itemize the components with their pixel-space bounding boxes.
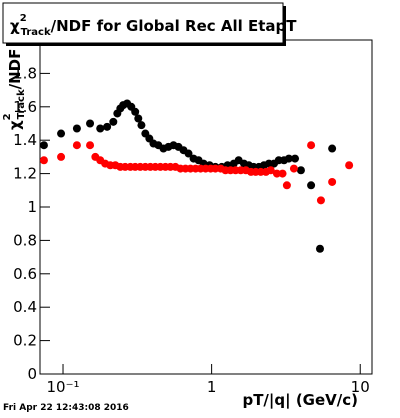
y-tick-label: 1.4 [13, 131, 37, 149]
y-tick-label: 1.6 [13, 98, 37, 116]
ylabel-rest: /NDF [6, 49, 24, 90]
data-point [328, 177, 337, 186]
y-tick-label: 0.2 [13, 332, 37, 350]
y-tick-label: 0 [27, 365, 37, 383]
data-point [266, 166, 275, 175]
data-point [134, 114, 143, 123]
y-tick-label: 0.6 [13, 265, 37, 283]
data-point [284, 154, 293, 163]
data-point [289, 164, 298, 173]
data-point [39, 141, 48, 150]
data-point [72, 124, 81, 133]
title-rest: /NDF for Global Rec All EtapT [51, 17, 298, 35]
data-point [291, 154, 300, 163]
data-point [137, 121, 146, 130]
x-tick-label: 10 [351, 378, 370, 396]
plot-frame [39, 39, 373, 375]
ylabel-sub: Track [16, 89, 27, 119]
data-point [345, 161, 354, 170]
data-point [86, 141, 95, 150]
data-point [316, 196, 325, 205]
title-box [2, 2, 284, 44]
y-tick-label: 1.8 [13, 64, 37, 82]
data-point [282, 181, 291, 190]
title-sub: Track [21, 27, 51, 38]
data-point [296, 166, 305, 175]
title-sup: 2 [20, 13, 27, 24]
data-point [109, 117, 118, 126]
y-tick-label: 1.2 [13, 165, 37, 183]
data-point [57, 129, 66, 138]
data-point [131, 107, 140, 116]
data-point [103, 122, 112, 131]
x-tick-label: 1 [207, 378, 217, 396]
data-point [278, 169, 287, 178]
x-tick-label: 10⁻¹ [47, 378, 80, 396]
data-point [328, 144, 337, 153]
data-point [86, 119, 95, 128]
data-point [307, 181, 316, 190]
title-symbol: χ [10, 17, 20, 35]
x-axis-title: pT/|q| (GeV/c) [242, 391, 358, 410]
y-tick-label: 0.4 [13, 298, 37, 316]
data-point [184, 149, 193, 158]
data-point [57, 152, 66, 161]
footer-date: Fri Apr 22 12:43:08 2016 [3, 403, 129, 413]
y-tick-label: 0.8 [13, 231, 37, 249]
data-point [72, 141, 81, 150]
data-point [315, 244, 324, 253]
data-point [39, 156, 48, 165]
ylabel-sup: 2 [2, 113, 13, 120]
data-point [272, 169, 281, 178]
y-axis-title: χ2 Track/NDF [2, 49, 27, 130]
data-point [96, 124, 105, 133]
marks: 0 0.2 0.4 0.6 0.8 1 1.2 1.4 1.6 1.8 10⁻¹ 1 10 [13, 64, 370, 396]
data-point [307, 141, 316, 150]
ylabel-symbol: χ [6, 120, 24, 130]
chart-title: χ2 Track/NDF for Global Rec All EtapT [10, 13, 297, 38]
y-tick-label: 1 [27, 198, 37, 216]
